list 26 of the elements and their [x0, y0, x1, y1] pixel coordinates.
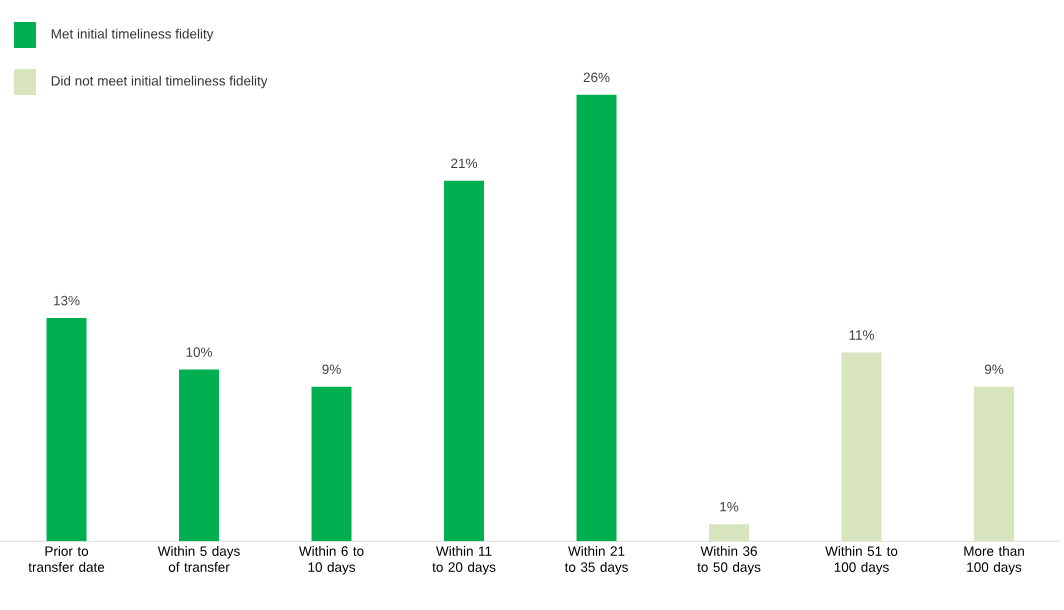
x-tick-label: Within 21 to 35 days — [564, 546, 628, 575]
x-tick-label: Within 51 to 100 days — [825, 546, 898, 575]
data-label: 10% — [186, 347, 213, 357]
data-label: 13% — [54, 295, 80, 306]
bar — [841, 352, 882, 542]
bar — [576, 94, 617, 542]
legend-label: Met initial timeliness fidelity — [51, 28, 214, 42]
data-label: 9% — [322, 364, 341, 375]
x-tick-label: Within 6 to 10 days — [298, 546, 364, 575]
x-tick-label: Prior to transfer date — [28, 546, 105, 572]
data-label: 9% — [984, 364, 1004, 375]
bar — [46, 318, 87, 542]
x-tick-label: More than 100 days — [964, 546, 1024, 575]
legend-label: Did not meet initial timeliness fidelity — [51, 75, 268, 89]
bar — [974, 386, 1015, 542]
data-label: 11% — [849, 330, 875, 340]
data-label: 1% — [720, 502, 739, 512]
data-label: 21% — [451, 158, 478, 169]
x-tick-label: Within 11 to 20 days — [432, 546, 496, 575]
bar — [179, 369, 220, 542]
data-label: 26% — [583, 72, 610, 83]
bar — [311, 386, 352, 542]
bar — [444, 180, 485, 542]
x-tick-label: Within 5 days of transfer — [157, 546, 240, 572]
x-tick-label: Within 36 to 50 days — [697, 546, 761, 575]
bar — [709, 524, 750, 542]
